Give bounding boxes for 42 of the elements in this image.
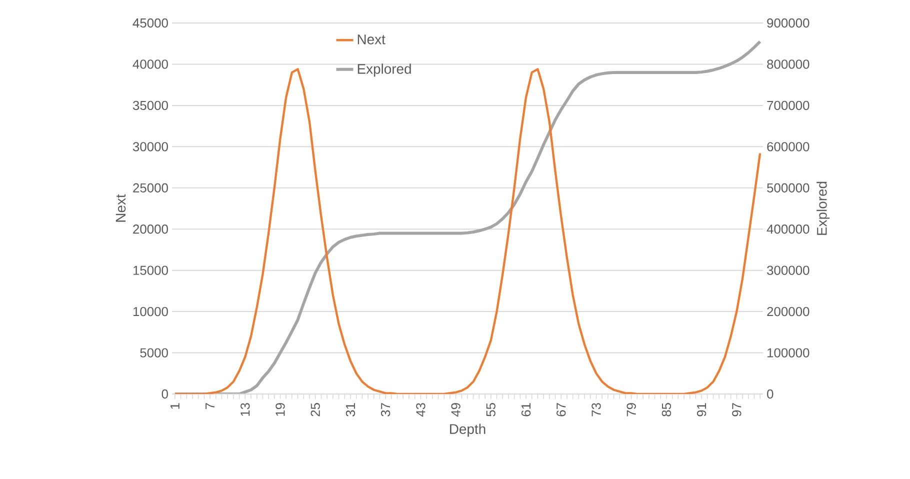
y-tick-label: 20000 (133, 224, 168, 234)
legend-label: Explored (358, 64, 411, 77)
legend-label: Next (358, 34, 386, 44)
y2-tick-label: 200000 (767, 306, 810, 316)
y-tick-label: 35000 (132, 100, 168, 110)
y-tick-label: 40000 (132, 60, 168, 69)
x-tick-label: 19 (276, 403, 285, 416)
y2-axis-title: Explored (816, 182, 830, 235)
y-axis-title: Next (116, 194, 126, 222)
x-tick-label: 55 (486, 403, 496, 416)
x-tick-label: 91 (696, 403, 706, 416)
y2-tick-label: 300000 (767, 266, 810, 275)
y2-tick-label: 0 (767, 389, 774, 399)
x-tick-label: 43 (416, 403, 426, 417)
y2-tick-label: 500000 (767, 183, 810, 192)
x-tick-label: 1 (170, 403, 180, 409)
x-tick-label: 49 (451, 403, 460, 417)
x-tick-label: 7 (206, 403, 214, 410)
x-tick-label: 31 (346, 403, 356, 416)
y-tick-label: 30000 (132, 142, 168, 152)
y2-tick-label: 100000 (768, 348, 810, 358)
x-tick-label: 85 (662, 403, 672, 416)
x-axis-title: Depth (450, 424, 486, 437)
x-tick-label: 37 (380, 403, 390, 416)
y-tick-label: 10000 (133, 306, 168, 316)
x-tick-label: 13 (240, 403, 250, 416)
x-tick-label: 61 (521, 403, 531, 416)
y2-tick-label: 800000 (767, 60, 810, 69)
y-tick-label: 45000 (132, 18, 168, 28)
x-tick-label: 79 (626, 403, 636, 416)
y-tick-label: 25000 (133, 183, 168, 192)
x-tick-label: 73 (592, 403, 601, 416)
y-tick-label: 5000 (140, 348, 168, 358)
y-tick-label: 0 (162, 389, 168, 399)
x-tick-label: 67 (556, 403, 566, 416)
x-tick-label: 25 (310, 403, 320, 416)
y2-tick-label: 900000 (767, 18, 810, 28)
y2-tick-label: 400000 (766, 224, 810, 234)
y-tick-label: 15000 (133, 266, 168, 275)
y2-tick-label: 600000 (767, 142, 810, 152)
x-tick-label: 97 (732, 403, 742, 416)
y2-tick-label: 700000 (767, 100, 810, 110)
